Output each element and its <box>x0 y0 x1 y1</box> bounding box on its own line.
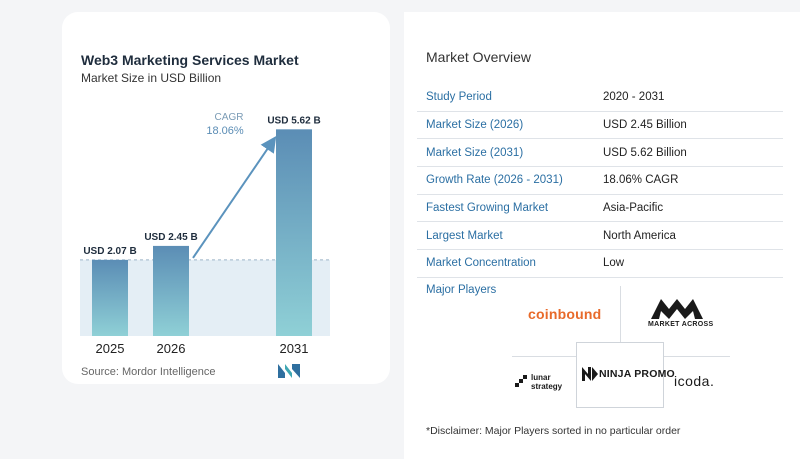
bar-2031 <box>276 129 312 336</box>
overview-value: USD 2.45 Billion <box>594 111 783 140</box>
overview-key: Growth Rate (2026 - 2031) <box>417 166 594 195</box>
overview-key: Fastest Growing Market <box>417 194 594 223</box>
overview-row: Study Period 2020 - 2031 <box>417 84 783 112</box>
source-note: Source: Mordor Intelligence <box>81 366 216 378</box>
mordor-intelligence-logo <box>278 364 300 378</box>
data-label: USD 2.45 B <box>144 232 197 243</box>
x-tick-label: 2031 <box>280 341 309 356</box>
overview-key: Largest Market <box>417 221 594 251</box>
overview-row: Market Size (2031) USD 5.62 Billion <box>417 138 783 168</box>
lunar-line1: lunar <box>531 373 551 382</box>
x-tick-label: 2025 <box>96 341 125 356</box>
lunar-strategy-text: lunar strategy <box>531 373 562 391</box>
overview-value: North America <box>594 221 783 251</box>
overview-value: Low <box>594 249 783 278</box>
disclaimer: *Disclaimer: Major Players sorted in no … <box>426 425 681 437</box>
icoda-logo: icoda. <box>674 373 715 389</box>
overview-table: Study Period 2020 - 2031 Market Size (2026… <box>417 84 783 278</box>
overview-key: Market Size (2031) <box>417 138 594 168</box>
overview-row: Largest Market North America <box>417 221 783 251</box>
overview-key: Study Period <box>417 84 594 112</box>
cagr-label: CAGR <box>215 112 244 123</box>
overview-row: Market Concentration Low <box>417 249 783 278</box>
ninja-promo-icon <box>582 367 598 381</box>
chart-subtitle: Market Size in USD Billion <box>81 71 222 85</box>
overview-row: Market Size (2026) USD 2.45 Billion <box>417 111 783 140</box>
overview-value: 18.06% CAGR <box>594 166 783 195</box>
x-tick-label: 2026 <box>157 341 186 356</box>
market-across-logo-icon <box>651 299 703 319</box>
overview-key: Market Size (2026) <box>417 111 594 140</box>
overview-title: Market Overview <box>426 49 532 65</box>
lunar-strategy-icon <box>515 375 527 387</box>
coinbound-logo: coinbound <box>528 306 602 322</box>
bar-2025 <box>92 259 128 336</box>
players-divider-vertical <box>620 286 621 344</box>
overview-value: USD 5.62 Billion <box>594 138 783 168</box>
overview-value: Asia-Pacific <box>594 194 783 223</box>
bar-chart: USD 2.07 B 2025 USD 2.45 B 2026 USD 5.62 B 20… <box>80 112 330 356</box>
lunar-line2: strategy <box>531 382 563 391</box>
cagr-value: 18.06% <box>206 125 244 137</box>
overview-row: Growth Rate (2026 - 2031) 18.06% CAGR <box>417 166 783 195</box>
market-across-logo-text: MARKET ACROSS <box>648 321 714 328</box>
data-label: USD 5.62 B <box>267 115 320 126</box>
overview-value: 2020 - 2031 <box>594 84 783 112</box>
cagr-arrow <box>192 136 277 259</box>
overview-key: Market Concentration <box>417 249 594 278</box>
chart-title: Web3 Marketing Services Market <box>81 52 299 68</box>
ninja-promo-text: NINJA PROMO <box>599 368 675 380</box>
bar-2026 <box>153 245 189 336</box>
data-label: USD 2.07 B <box>83 246 136 257</box>
major-players-label: Major Players <box>426 284 497 296</box>
overview-row: Fastest Growing Market Asia-Pacific <box>417 194 783 223</box>
